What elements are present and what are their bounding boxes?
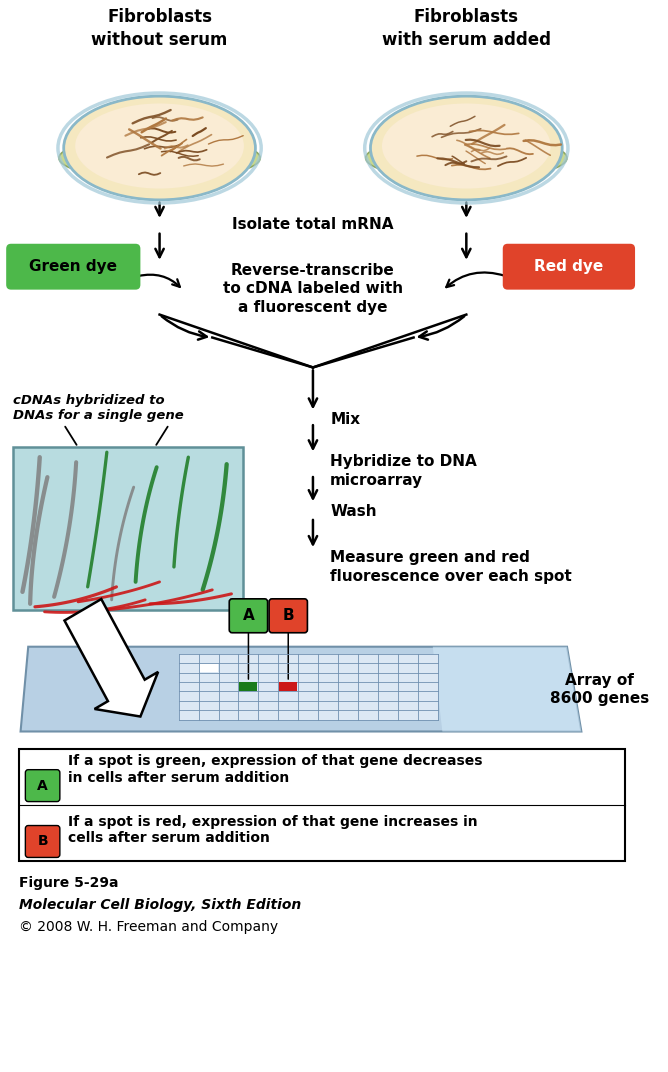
Bar xyxy=(179,654,438,719)
Text: Reverse-transcribe
to cDNA labeled with
a fluorescent dye: Reverse-transcribe to cDNA labeled with … xyxy=(223,263,403,315)
Polygon shape xyxy=(65,599,158,716)
Text: Mix: Mix xyxy=(330,413,360,428)
Text: Red dye: Red dye xyxy=(534,259,603,274)
FancyBboxPatch shape xyxy=(229,599,268,632)
Text: Measure green and red
fluorescence over each spot: Measure green and red fluorescence over … xyxy=(330,550,572,583)
Text: Fibroblasts
with serum added: Fibroblasts with serum added xyxy=(382,9,551,48)
Ellipse shape xyxy=(371,96,562,199)
Text: Green dye: Green dye xyxy=(29,259,118,274)
FancyBboxPatch shape xyxy=(25,825,60,858)
Ellipse shape xyxy=(75,104,244,189)
Ellipse shape xyxy=(63,96,255,199)
Text: © 2008 W. H. Freeman and Company: © 2008 W. H. Freeman and Company xyxy=(19,920,278,934)
Bar xyxy=(239,683,257,690)
Ellipse shape xyxy=(59,136,261,180)
Text: Figure 5-29a: Figure 5-29a xyxy=(19,876,118,890)
Text: Fibroblasts
without serum: Fibroblasts without serum xyxy=(92,9,228,48)
Text: If a spot is red, expression of that gene increases in
cells after serum additio: If a spot is red, expression of that gen… xyxy=(69,815,478,845)
Text: cDNAs hybridized to
DNAs for a single gene: cDNAs hybridized to DNAs for a single ge… xyxy=(13,394,184,422)
Polygon shape xyxy=(433,646,581,731)
Text: B: B xyxy=(283,608,294,623)
Bar xyxy=(200,664,218,672)
Polygon shape xyxy=(21,646,581,731)
FancyBboxPatch shape xyxy=(269,599,307,632)
Polygon shape xyxy=(13,447,243,610)
Text: A: A xyxy=(242,608,255,623)
Text: Molecular Cell Biology, Sixth Edition: Molecular Cell Biology, Sixth Edition xyxy=(19,898,301,912)
FancyBboxPatch shape xyxy=(25,770,60,802)
Text: Wash: Wash xyxy=(330,504,377,519)
Ellipse shape xyxy=(365,136,567,180)
Text: Isolate total mRNA: Isolate total mRNA xyxy=(232,217,393,232)
Text: B: B xyxy=(37,834,48,848)
FancyBboxPatch shape xyxy=(19,749,625,861)
Text: If a spot is green, expression of that gene decreases
in cells after serum addit: If a spot is green, expression of that g… xyxy=(69,755,483,785)
Bar xyxy=(279,683,297,690)
Ellipse shape xyxy=(382,104,550,189)
Text: Array of
8600 genes: Array of 8600 genes xyxy=(550,673,649,706)
FancyBboxPatch shape xyxy=(6,243,140,289)
Text: Hybridize to DNA
microarray: Hybridize to DNA microarray xyxy=(330,455,477,488)
FancyBboxPatch shape xyxy=(503,243,635,289)
Text: A: A xyxy=(37,778,48,792)
